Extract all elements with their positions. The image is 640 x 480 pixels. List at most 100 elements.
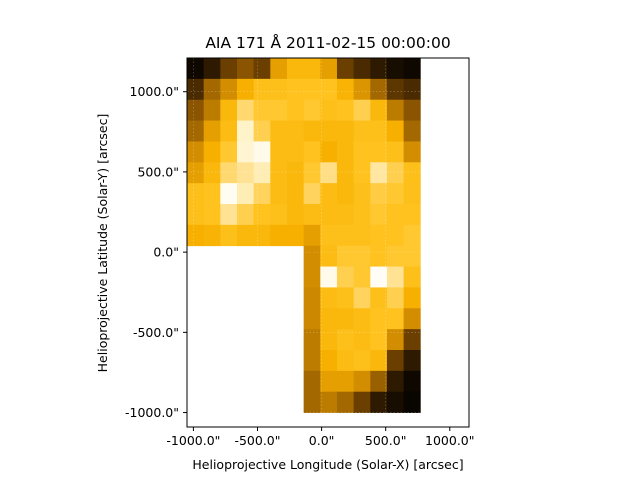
heatmap-cell <box>336 162 355 184</box>
heatmap-cell <box>386 203 405 226</box>
heatmap-cell <box>386 245 405 267</box>
heatmap-cell <box>270 58 288 80</box>
heatmap-cell <box>303 308 321 330</box>
heatmap-cell <box>220 99 238 121</box>
heatmap-cell <box>353 349 371 372</box>
heatmap-cell <box>403 245 421 267</box>
heatmap-cell <box>303 370 321 393</box>
heatmap-cell <box>386 141 405 163</box>
heatmap-cell <box>303 203 321 226</box>
heatmap-cell <box>303 58 321 80</box>
heatmap-cell <box>353 391 371 413</box>
y-tick-label: -500.0" <box>133 325 179 340</box>
x-tick-label: -1000.0" <box>166 433 220 448</box>
heatmap-cell <box>353 266 371 288</box>
heatmap-cell <box>353 287 371 309</box>
heatmap-cell <box>286 162 305 184</box>
heatmap-cell <box>236 224 255 247</box>
heatmap-cell <box>320 183 338 205</box>
heatmap-cell <box>187 58 205 80</box>
heatmap-cell <box>220 58 238 80</box>
heatmap-cell <box>303 224 321 247</box>
heatmap-cell <box>203 141 221 163</box>
heatmap-cell <box>303 183 321 205</box>
heatmap-cell <box>236 99 255 121</box>
heatmap-cell <box>370 78 388 101</box>
heatmap-cell <box>203 203 221 226</box>
heatmap-cell <box>403 203 421 226</box>
heatmap-cell <box>336 224 355 247</box>
heatmap-cell <box>370 329 388 351</box>
heatmap-cell <box>303 245 321 267</box>
heatmap-cell <box>403 120 421 142</box>
heatmap-cell <box>303 120 321 142</box>
heatmap-cell <box>187 183 205 205</box>
heatmap-cell <box>353 162 371 184</box>
heatmap-cell <box>370 162 388 184</box>
heatmap-cell <box>286 224 305 247</box>
heatmap-cell <box>253 78 271 101</box>
heatmap-cell <box>403 99 421 121</box>
heatmap-cell <box>403 183 421 205</box>
y-axis-label: Helioprojective Latitude (Solar-Y) [arcs… <box>95 114 110 373</box>
heatmap-cell <box>270 78 288 101</box>
heatmap-cell <box>370 245 388 267</box>
heatmap-cell <box>336 391 355 413</box>
heatmap-cell <box>403 224 421 247</box>
heatmap-cell <box>303 99 321 121</box>
heatmap-cell <box>336 349 355 372</box>
heatmap-cell <box>220 141 238 163</box>
heatmap-cell <box>370 183 388 205</box>
heatmap-cell <box>303 141 321 163</box>
heatmap-cell <box>353 183 371 205</box>
heatmap-cell <box>187 99 205 121</box>
heatmap-cell <box>203 120 221 142</box>
heatmap-cell <box>370 391 388 413</box>
heatmap-cell <box>286 58 305 80</box>
heatmap-cell <box>386 58 405 80</box>
heatmap-cell <box>386 349 405 372</box>
heatmap-cell <box>386 183 405 205</box>
heatmap-cell <box>203 78 221 101</box>
heatmap-cell <box>353 308 371 330</box>
heatmap-cell <box>270 224 288 247</box>
heatmap-cell <box>187 78 205 101</box>
heatmap-cell <box>320 58 338 80</box>
heatmap-cell <box>386 120 405 142</box>
heatmap-cell <box>236 141 255 163</box>
heatmap-cell <box>370 58 388 80</box>
heatmap-cell <box>336 245 355 267</box>
heatmap-cell <box>386 224 405 247</box>
heatmap-cell <box>270 99 288 121</box>
heatmap-cell <box>403 391 421 413</box>
heatmap-cell <box>353 245 371 267</box>
heatmap-cell <box>353 58 371 80</box>
heatmap-cell <box>370 141 388 163</box>
heatmap-cell <box>336 266 355 288</box>
grid-lines <box>187 58 469 427</box>
heatmap-cell <box>403 349 421 372</box>
heatmap-cell <box>403 329 421 351</box>
heatmap-cell <box>320 370 338 393</box>
heatmap-cell <box>286 141 305 163</box>
heatmap-cell <box>220 120 238 142</box>
heatmap-cell <box>386 266 405 288</box>
heatmap-cell <box>187 224 205 247</box>
heatmap-cell <box>253 141 271 163</box>
heatmap-cell <box>320 391 338 413</box>
x-tick-label: 500.0" <box>365 433 407 448</box>
heatmap-cell <box>187 203 205 226</box>
heatmap-cell <box>303 266 321 288</box>
heatmap-cell <box>336 141 355 163</box>
heatmap-cell <box>336 99 355 121</box>
heatmap-cell <box>203 58 221 80</box>
heatmap-cell <box>370 120 388 142</box>
heatmap-cell <box>370 308 388 330</box>
y-tick-label: 1000.0" <box>130 84 180 99</box>
heatmap-cell <box>320 120 338 142</box>
heatmap-cell <box>353 329 371 351</box>
plot-frame <box>186 57 470 428</box>
heatmap-cell <box>220 78 238 101</box>
y-axis-ticks: 1000.0" 500.0" 0.0" -500.0" -1000.0" <box>125 84 187 420</box>
